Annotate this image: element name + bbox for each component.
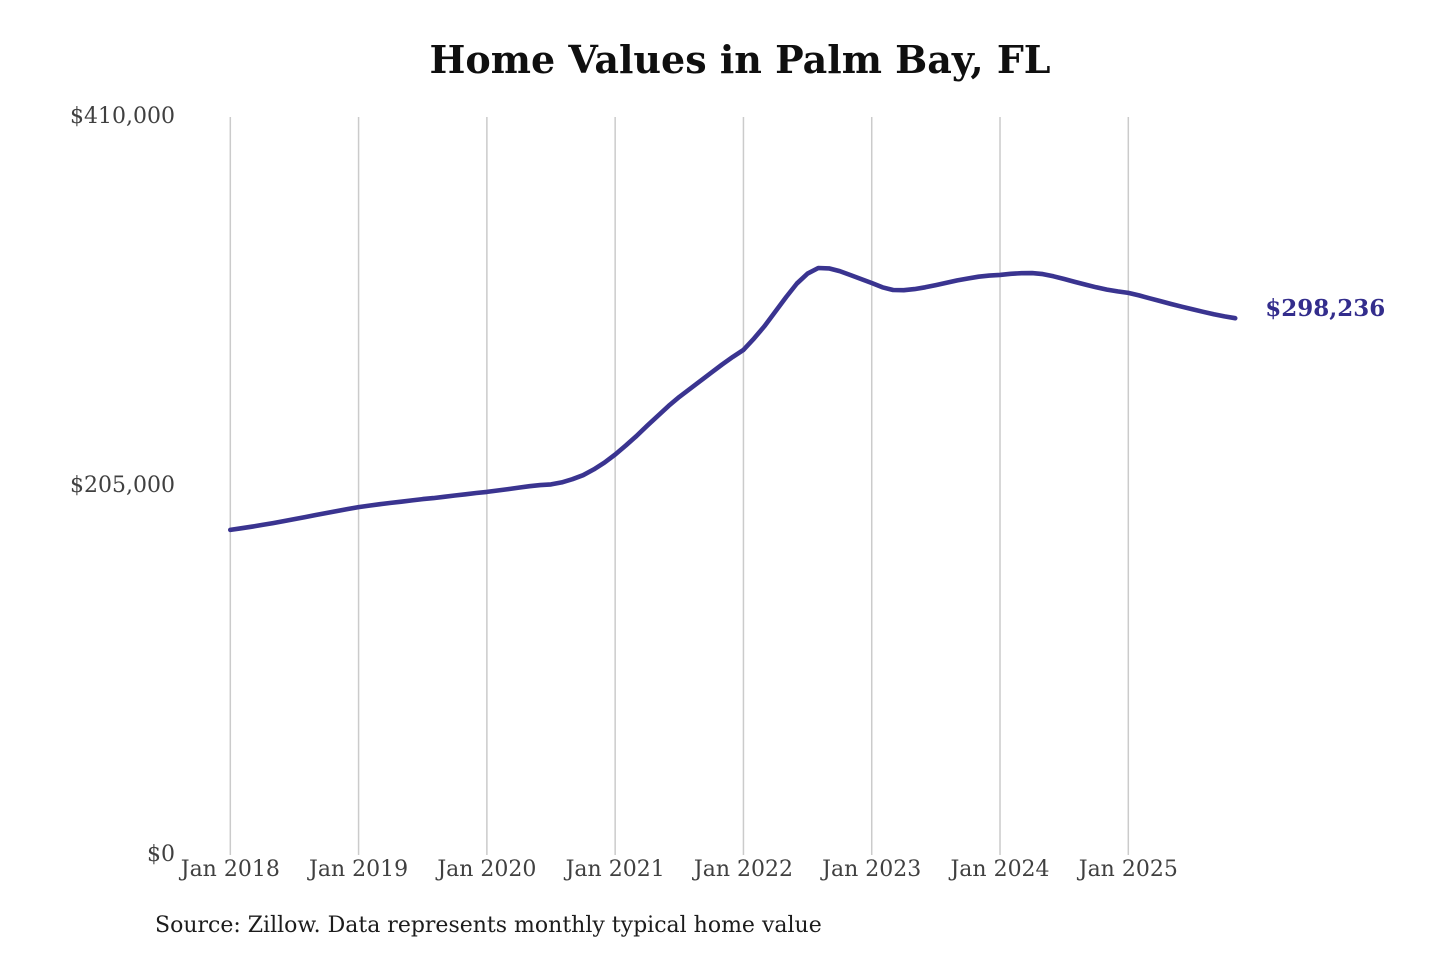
y-tick-label: $205,000 [70,473,175,498]
x-tick-label: Jan 2018 [180,857,280,882]
x-tick-label: Jan 2025 [1078,857,1178,882]
x-tick-label: Jan 2023 [822,857,922,882]
chart-title: Home Values in Palm Bay, FL [429,37,1051,82]
x-tick-label: Jan 2021 [565,857,665,882]
home-value-line [228,265,1238,533]
x-tick-label: Jan 2022 [693,857,793,882]
x-tick-label: Jan 2020 [437,857,537,882]
y-tick-label: $0 [147,842,175,867]
y-tick-label: $410,000 [70,104,175,129]
current-value-label: $298,236 [1265,295,1386,323]
source-note: Source: Zillow. Data represents monthly … [155,913,822,938]
x-tick-label: Jan 2019 [309,857,409,882]
x-tick-label: Jan 2024 [950,857,1050,882]
